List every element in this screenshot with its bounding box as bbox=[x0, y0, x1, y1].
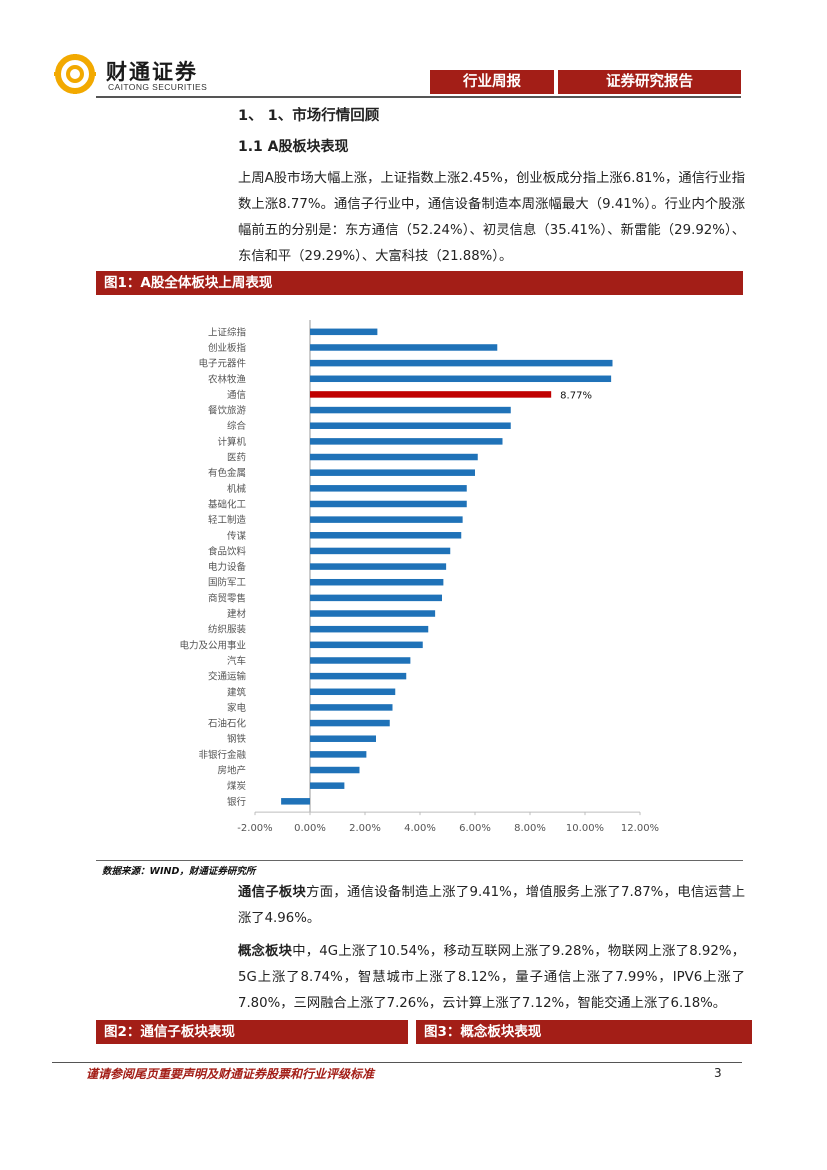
bar-0 bbox=[310, 328, 378, 336]
bar-7 bbox=[310, 438, 503, 445]
bar-24 bbox=[310, 704, 393, 711]
bar-27 bbox=[310, 751, 367, 758]
x-tick-label-6: 10.00% bbox=[566, 823, 604, 834]
footer-disclaimer: 谨请参阅尾页重要声明及财通证券股票和行业评级标准 bbox=[86, 1067, 375, 1081]
bar-11 bbox=[310, 500, 467, 508]
bar-20 bbox=[310, 641, 423, 649]
figure-3-title: 图3：概念板块表现 bbox=[416, 1020, 752, 1044]
bar-4 bbox=[310, 391, 552, 398]
category-label-26: 钢铁 bbox=[227, 733, 247, 745]
category-label-24: 家电 bbox=[227, 702, 247, 714]
category-label-15: 电力设备 bbox=[208, 561, 247, 573]
logo-text-cn: 财通证券 bbox=[106, 60, 198, 84]
bar-15 bbox=[310, 563, 447, 570]
concept-sector-lead: 概念板块 bbox=[238, 944, 293, 959]
category-label-10: 机械 bbox=[227, 483, 247, 495]
bar-18 bbox=[310, 610, 436, 617]
category-label-13: 传谋 bbox=[227, 530, 247, 542]
bar-22 bbox=[310, 672, 407, 680]
bar-23 bbox=[310, 688, 396, 696]
x-tick-label-1: 0.00% bbox=[294, 823, 326, 834]
bar-5 bbox=[310, 406, 511, 414]
bar-28 bbox=[310, 766, 360, 774]
category-label-7: 计算机 bbox=[217, 436, 246, 448]
telecom-subsector-text: 方面，通信设备制造上涨了9.41%，增值服务上涨了7.87%，电信运营上涨了4.… bbox=[238, 885, 746, 926]
bar-6 bbox=[310, 422, 511, 429]
category-label-29: 煤炭 bbox=[227, 780, 247, 792]
concept-sector-paragraph: 概念板块中，4G上涨了10.54%，移动互联网上涨了9.28%，物联网上涨了8.… bbox=[238, 939, 745, 1017]
category-label-25: 石油石化 bbox=[208, 718, 247, 730]
category-label-3: 农林牧渔 bbox=[208, 373, 247, 385]
category-label-12: 轻工制造 bbox=[208, 514, 247, 526]
category-label-17: 商贸零售 bbox=[208, 592, 246, 604]
bar-17 bbox=[310, 594, 442, 602]
source-divider bbox=[96, 860, 743, 861]
bar-19 bbox=[310, 625, 429, 633]
category-label-23: 建筑 bbox=[227, 686, 247, 698]
bar-10 bbox=[310, 485, 467, 492]
category-label-11: 基础化工 bbox=[208, 498, 247, 510]
telecom-subsector-lead: 通信子板块 bbox=[238, 885, 307, 900]
bar-2 bbox=[310, 359, 613, 367]
bar-21 bbox=[310, 657, 411, 664]
category-label-21: 汽车 bbox=[227, 655, 246, 667]
logo-emblem-icon bbox=[54, 54, 96, 94]
bar-30 bbox=[281, 798, 310, 805]
market-review-paragraph: 上周A股市场大幅上涨，上证指数上涨2.45%，创业板成分指上涨6.81%，通信行… bbox=[238, 171, 745, 264]
x-tick-label-4: 6.00% bbox=[459, 823, 491, 834]
x-tick-label-5: 8.00% bbox=[514, 823, 546, 834]
category-label-27: 非银行金融 bbox=[198, 749, 246, 761]
category-label-20: 电力及公用事业 bbox=[179, 639, 246, 651]
bar-8 bbox=[310, 453, 478, 461]
bar-13 bbox=[310, 532, 462, 539]
category-label-5: 餐饮旅游 bbox=[208, 405, 247, 417]
bar-12 bbox=[310, 516, 463, 523]
category-label-4: 通信 bbox=[227, 389, 246, 401]
category-label-22: 交通运输 bbox=[208, 671, 247, 683]
figure-2-title: 图2：通信子板块表现 bbox=[96, 1020, 408, 1044]
category-label-2: 电子元器件 bbox=[198, 358, 246, 370]
category-label-14: 食品饮料 bbox=[208, 545, 247, 557]
section-heading: 1、 1、市场行情回顾 bbox=[238, 108, 380, 124]
data-label-highlight: 8.77% bbox=[560, 390, 592, 401]
figure-1-title: 图1：A股全体板块上周表现 bbox=[96, 271, 743, 295]
category-label-16: 国防军工 bbox=[208, 577, 247, 589]
category-label-18: 建材 bbox=[227, 608, 247, 620]
header-divider bbox=[96, 96, 741, 98]
category-label-8: 医药 bbox=[227, 453, 246, 464]
report-category-tag: 证券研究报告 bbox=[558, 70, 741, 94]
concept-sector-text: 中，4G上涨了10.54%，移动互联网上涨了9.28%，物联网上涨了8.92%，… bbox=[238, 944, 745, 1011]
category-label-9: 有色金属 bbox=[208, 467, 246, 479]
bar-26 bbox=[310, 735, 376, 742]
data-source-note: 数据来源：WIND，财通证券研究所 bbox=[102, 866, 256, 877]
bar-14 bbox=[310, 547, 451, 555]
category-label-28: 房地产 bbox=[217, 765, 246, 777]
logo-text-en: CAITONG SECURITIES bbox=[108, 82, 208, 92]
category-label-1: 创业板指 bbox=[208, 342, 247, 354]
category-label-0: 上证综指 bbox=[208, 326, 247, 338]
x-tick-label-2: 2.00% bbox=[349, 823, 381, 834]
telecom-subsector-paragraph: 通信子板块方面，通信设备制造上涨了9.41%，增值服务上涨了7.87%，电信运营… bbox=[238, 880, 745, 932]
bar-9 bbox=[310, 469, 475, 476]
bar-25 bbox=[310, 719, 390, 727]
category-label-6: 综合 bbox=[227, 420, 247, 432]
bar-3 bbox=[310, 375, 612, 383]
page-number: 3 bbox=[714, 1066, 722, 1080]
x-tick-label-7: 12.00% bbox=[621, 823, 659, 834]
bar-16 bbox=[310, 578, 444, 586]
x-tick-label-0: -2.00% bbox=[237, 823, 272, 834]
report-type-tag: 行业周报 bbox=[430, 70, 554, 94]
company-logo: 财通证券 CAITONG SECURITIES bbox=[52, 52, 242, 98]
category-label-30: 银行 bbox=[227, 796, 247, 808]
category-label-19: 纺织服装 bbox=[208, 624, 247, 636]
bar-1 bbox=[310, 344, 498, 351]
subsection-heading: 1.1 A股板块表现 bbox=[238, 139, 349, 155]
bar-29 bbox=[310, 782, 345, 789]
footer-divider bbox=[52, 1062, 742, 1063]
x-tick-label-3: 4.00% bbox=[404, 823, 436, 834]
